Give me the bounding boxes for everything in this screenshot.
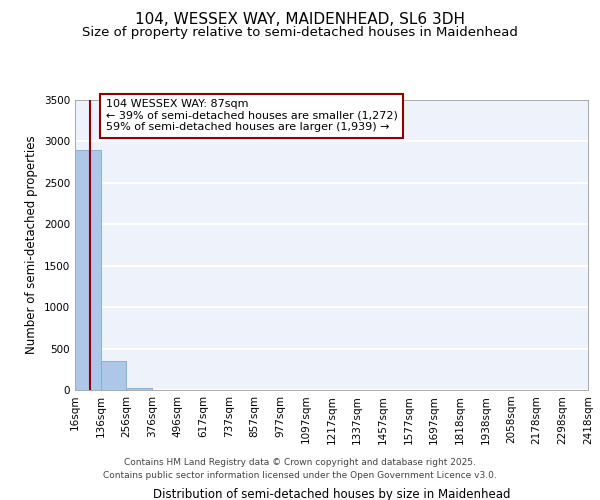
Text: 104, WESSEX WAY, MAIDENHEAD, SL6 3DH: 104, WESSEX WAY, MAIDENHEAD, SL6 3DH xyxy=(135,12,465,28)
Text: Contains public sector information licensed under the Open Government Licence v3: Contains public sector information licen… xyxy=(103,472,497,480)
Bar xyxy=(126,388,152,390)
X-axis label: Distribution of semi-detached houses by size in Maidenhead: Distribution of semi-detached houses by … xyxy=(153,488,510,500)
Bar xyxy=(75,150,101,390)
Text: 104 WESSEX WAY: 87sqm
← 39% of semi-detached houses are smaller (1,272)
59% of s: 104 WESSEX WAY: 87sqm ← 39% of semi-deta… xyxy=(106,99,398,132)
Y-axis label: Number of semi-detached properties: Number of semi-detached properties xyxy=(25,136,38,354)
Text: Contains HM Land Registry data © Crown copyright and database right 2025.: Contains HM Land Registry data © Crown c… xyxy=(124,458,476,467)
Text: Size of property relative to semi-detached houses in Maidenhead: Size of property relative to semi-detach… xyxy=(82,26,518,39)
Bar xyxy=(101,361,126,390)
